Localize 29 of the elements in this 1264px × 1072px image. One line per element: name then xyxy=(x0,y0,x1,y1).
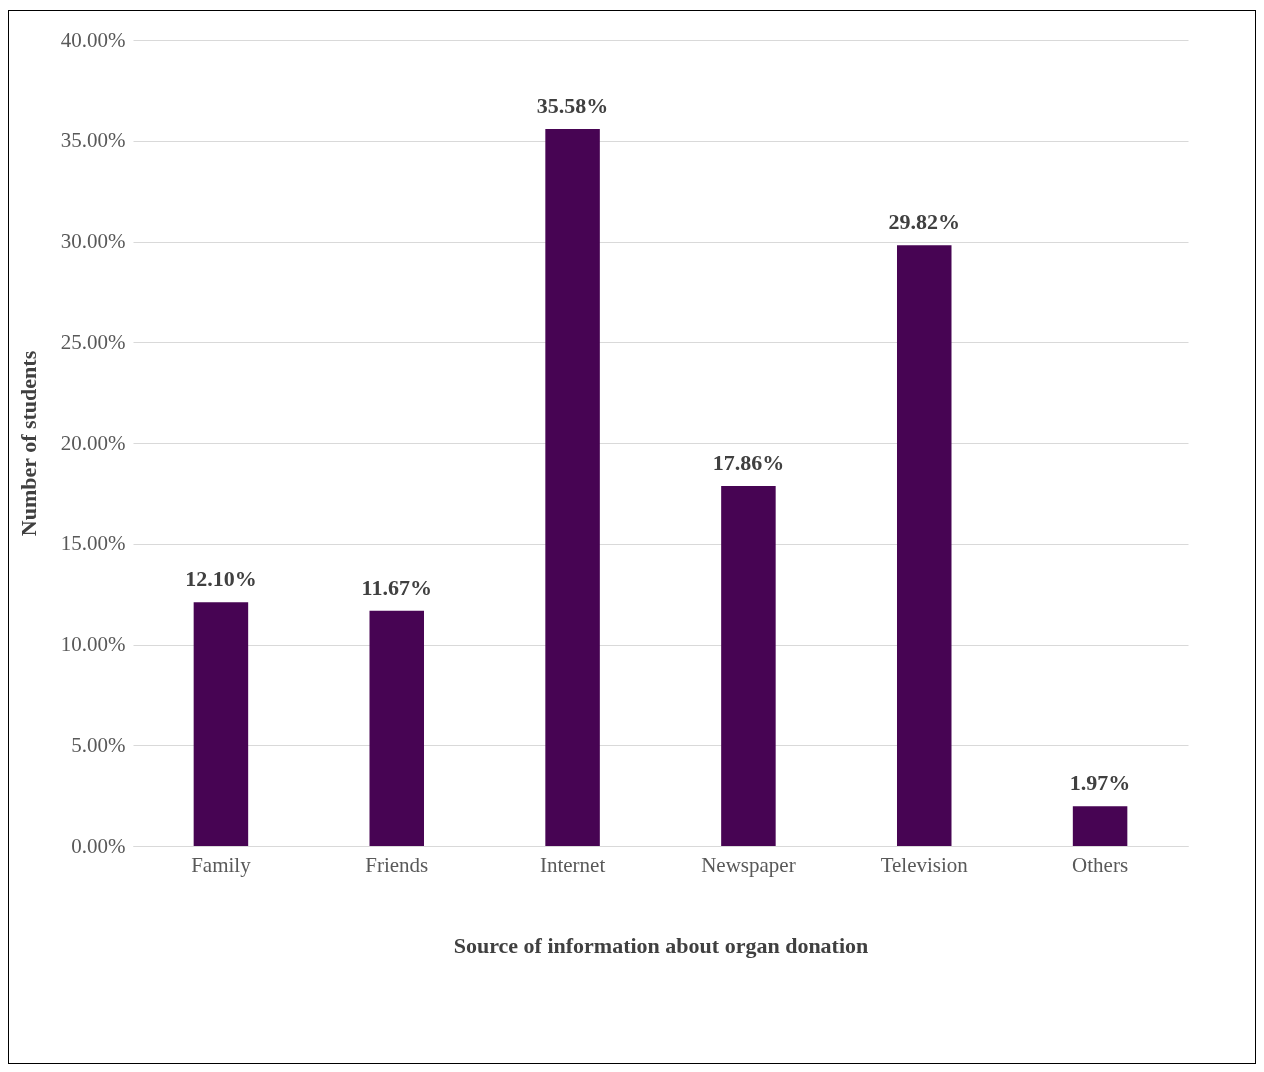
y-tick-label: 10.00% xyxy=(60,632,126,656)
bar xyxy=(193,602,249,846)
bar xyxy=(369,610,424,846)
y-tick-label: 40.00% xyxy=(60,27,126,52)
data-label: 29.82% xyxy=(888,209,960,235)
x-tick-label: Newspaper xyxy=(701,852,796,877)
x-tick-label: Family xyxy=(191,852,252,877)
data-label: 11.67% xyxy=(361,574,432,600)
bar xyxy=(1072,806,1128,846)
y-axis-title: Number of students xyxy=(15,350,41,537)
y-tick-label: 15.00% xyxy=(60,531,126,556)
bar xyxy=(721,486,776,846)
data-label: 17.86% xyxy=(712,450,785,476)
bar xyxy=(897,245,952,846)
y-tick-label: 5.00% xyxy=(71,732,126,757)
data-label: 35.58% xyxy=(536,93,609,119)
y-tick-label: 30.00% xyxy=(60,229,126,253)
data-label: 1.97% xyxy=(1069,770,1131,796)
bar xyxy=(545,129,600,846)
x-tick-label: Friends xyxy=(365,852,429,877)
x-tick-label: Television xyxy=(880,852,969,877)
y-tick-label: 0.00% xyxy=(71,833,126,858)
y-tick-label: 20.00% xyxy=(60,430,126,455)
data-label: 12.10% xyxy=(185,566,257,592)
x-axis-title: Source of information about organ donation xyxy=(453,932,869,958)
x-tick-label: Others xyxy=(1072,852,1129,877)
x-tick-label: Internet xyxy=(539,852,606,877)
y-tick-label: 35.00% xyxy=(60,128,126,153)
y-tick-label: 25.00% xyxy=(60,329,126,354)
